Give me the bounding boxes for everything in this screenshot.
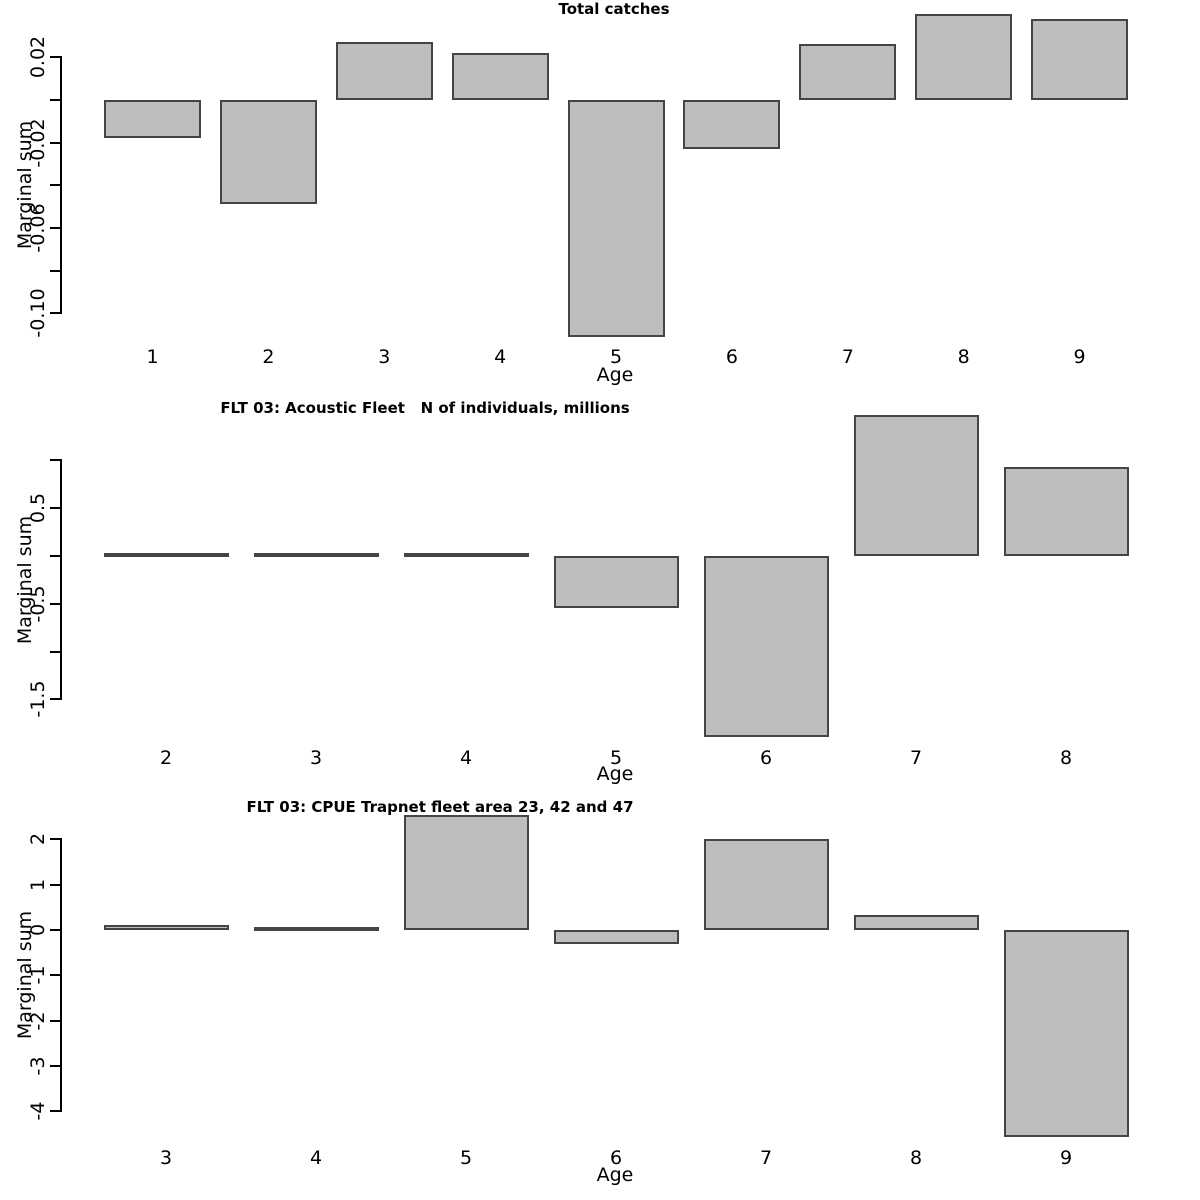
bar (253, 552, 379, 557)
x-axis-label: Age (596, 763, 634, 785)
x-tick-label: 7 (841, 346, 854, 368)
y-tick-mark (50, 698, 60, 701)
y-tick-label: -2 (27, 1011, 49, 1031)
chart-title: Total catches (558, 0, 670, 18)
y-tick-mark (50, 1019, 60, 1022)
bar (1003, 930, 1129, 1138)
x-tick-label: 4 (309, 1146, 323, 1169)
x-axis-label: Age (596, 1164, 634, 1186)
x-tick-label: 8 (1059, 746, 1073, 769)
x-tick-label: 5 (459, 1146, 473, 1169)
x-tick-label: 3 (309, 746, 323, 769)
x-tick-label: 9 (1059, 1146, 1073, 1169)
x-tick-label: 7 (909, 746, 923, 769)
bar (915, 14, 1013, 100)
bar (853, 915, 979, 930)
y-axis-line (60, 838, 62, 1113)
bar (553, 930, 679, 945)
y-tick-label: 2 (27, 833, 49, 846)
bar (553, 556, 679, 608)
y-tick-mark (50, 56, 60, 59)
y-tick-mark (50, 650, 60, 653)
x-tick-label: 8 (909, 1146, 923, 1169)
bar (799, 44, 897, 100)
y-tick-mark (50, 312, 60, 315)
x-tick-label: 8 (957, 346, 970, 368)
x-tick-label: 2 (262, 346, 275, 368)
x-tick-label: 3 (159, 1146, 173, 1169)
y-tick-label: -0.02 (27, 117, 49, 168)
y-tick-mark (50, 1110, 60, 1113)
bar (104, 99, 201, 139)
bar (683, 99, 781, 149)
y-tick-mark (50, 507, 60, 510)
bar (853, 415, 979, 556)
y-tick-label: 0 (27, 923, 49, 937)
chart-title: FLT 03: CPUE Trapnet fleet area 23, 42 a… (246, 798, 634, 816)
bar (1031, 18, 1128, 100)
x-tick-label: 3 (378, 346, 391, 368)
y-tick-label: -4 (27, 1101, 49, 1121)
y-tick-label: -3 (27, 1056, 49, 1076)
y-tick-label: -0.10 (27, 288, 49, 338)
y-tick-mark (50, 184, 60, 187)
y-axis-line (60, 56, 62, 315)
bar (567, 99, 665, 337)
y-axis-label: Marginal sum (14, 515, 36, 645)
y-tick-mark (50, 555, 60, 557)
x-tick-label: 1 (146, 346, 159, 368)
y-tick-mark (50, 1065, 60, 1068)
y-tick-label: -0.06 (27, 203, 49, 253)
y-tick-label: -1.5 (27, 680, 49, 718)
y-tick-label: 0.02 (27, 35, 49, 79)
bar (703, 838, 829, 930)
y-tick-label: 1 (27, 878, 49, 891)
y-tick-label: -0.5 (27, 585, 49, 623)
bar (403, 552, 529, 557)
y-tick-label: 0.5 (27, 493, 49, 524)
y-tick-mark (50, 98, 60, 101)
y-tick-label: -1 (27, 965, 49, 985)
y-tick-mark (50, 459, 60, 462)
x-tick-label: 4 (494, 346, 507, 368)
y-tick-mark (50, 838, 60, 841)
bar (451, 52, 549, 100)
x-tick-label: 5 (609, 346, 623, 368)
bar (335, 42, 433, 100)
bar (253, 926, 379, 931)
y-tick-mark (50, 602, 60, 605)
bar (703, 556, 829, 737)
chart-title: FLT 03: Acoustic Fleet N of individuals,… (220, 399, 630, 417)
bar (219, 99, 317, 205)
y-tick-mark (50, 883, 60, 886)
y-axis-line (60, 459, 62, 701)
bar (103, 925, 229, 930)
y-tick-mark (50, 226, 60, 229)
bar (103, 552, 229, 557)
x-tick-label: 2 (159, 746, 173, 769)
x-tick-label: 6 (609, 1146, 623, 1169)
y-tick-mark (50, 974, 60, 977)
x-tick-label: 6 (759, 746, 773, 769)
x-tick-label: 4 (459, 746, 473, 769)
x-tick-label: 9 (1073, 346, 1086, 368)
bar (403, 814, 529, 930)
y-tick-mark (50, 929, 60, 931)
x-tick-label: 7 (759, 1146, 773, 1169)
y-tick-mark (50, 269, 60, 272)
y-tick-mark (50, 141, 60, 144)
x-axis-label: Age (596, 364, 634, 386)
x-tick-label: 6 (725, 346, 738, 368)
x-tick-label: 5 (609, 746, 623, 769)
bar (1003, 467, 1129, 556)
